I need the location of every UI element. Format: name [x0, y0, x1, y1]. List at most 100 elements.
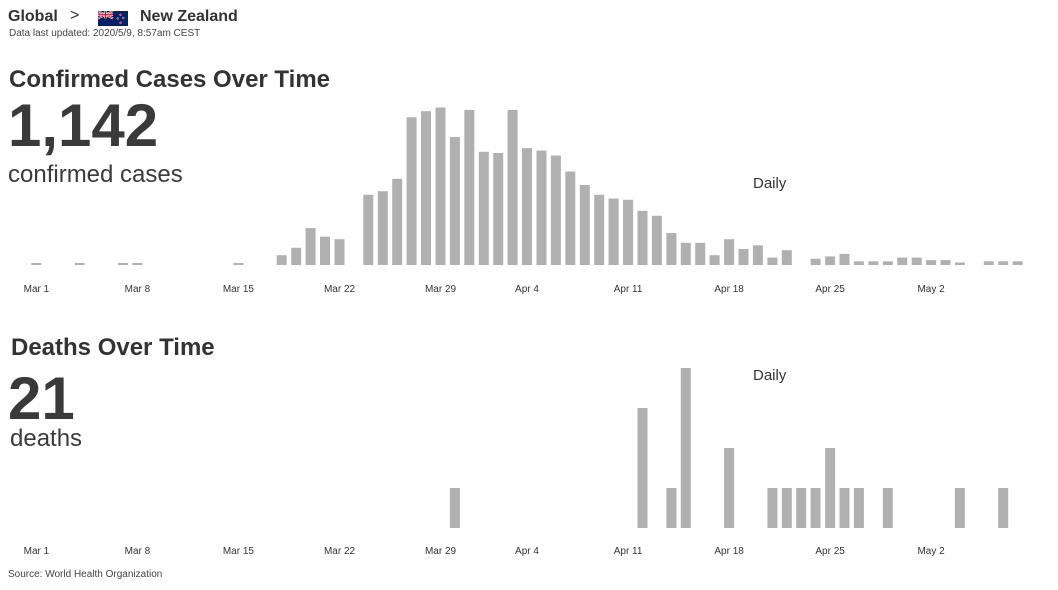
- cases-bar: [132, 263, 143, 265]
- cases-bar: [1012, 261, 1023, 265]
- cases-bar: [709, 255, 720, 265]
- cases-bar: [435, 107, 446, 265]
- cases-bar: [651, 215, 662, 265]
- cases-tick-label: Mar 29: [425, 284, 457, 295]
- cases-tick-label: Apr 18: [714, 284, 744, 295]
- deaths-tick-label: May 2: [917, 546, 945, 557]
- cases-unit-label: confirmed cases: [8, 161, 183, 188]
- cases-bar: [911, 257, 922, 265]
- cases-bar: [276, 255, 287, 265]
- deaths-bar: [449, 488, 460, 528]
- deaths-bar: [998, 488, 1009, 528]
- cases-tick-label: May 2: [917, 284, 945, 295]
- cases-bar: [868, 261, 879, 265]
- deaths-bar: [825, 448, 836, 528]
- cases-bar: [320, 236, 330, 265]
- cases-tick-label: Mar 15: [223, 284, 255, 295]
- cases-bar: [926, 260, 937, 265]
- cases-bar: [666, 233, 677, 265]
- cases-bar: [897, 257, 908, 265]
- cases-bar: [623, 199, 634, 265]
- deaths-daily-toggle[interactable]: Daily: [753, 367, 787, 384]
- cases-bar: [233, 263, 244, 265]
- cases-bar: [464, 109, 475, 266]
- cases-bar: [363, 194, 374, 265]
- cases-bar: [954, 262, 965, 265]
- cases-bar: [522, 148, 532, 265]
- deaths-bar: [680, 368, 691, 528]
- cases-bar-chart: Mar 1 Mar 8 Mar 15 Mar 22 Mar 29 Apr 4 Apr 11 A…: [24, 107, 1023, 295]
- cases-bar: [550, 155, 561, 265]
- cases-bar: [507, 109, 518, 266]
- cases-bar: [608, 198, 619, 265]
- deaths-section-title: Deaths Over Time: [11, 334, 215, 361]
- cases-bar: [392, 178, 403, 265]
- cases-bar: [493, 153, 504, 265]
- breadcrumb-global-link[interactable]: Global: [8, 8, 58, 25]
- deaths-tick-label: Mar 22: [324, 546, 356, 557]
- cases-bar: [449, 137, 460, 265]
- cases-bar: [594, 194, 605, 265]
- deaths-bar: [882, 488, 893, 528]
- cases-tick-label: Mar 8: [125, 284, 151, 295]
- cases-tick-label: Mar 1: [24, 284, 50, 295]
- deaths-tick-label: Mar 15: [223, 546, 255, 557]
- cases-bar: [998, 261, 1009, 265]
- cases-bar: [781, 250, 792, 265]
- cases-bar: [579, 185, 590, 265]
- deaths-bar: [637, 408, 648, 528]
- page-title-country: New Zealand: [140, 8, 238, 25]
- deaths-tick-label: Apr 25: [815, 546, 845, 557]
- cases-section-title: Confirmed Cases Over Time: [9, 66, 331, 93]
- deaths-bar: [781, 488, 792, 528]
- cases-bar: [839, 253, 850, 265]
- cases-bar: [810, 258, 821, 265]
- deaths-bar: [666, 488, 677, 528]
- cases-tick-label: Apr 25: [815, 284, 845, 295]
- cases-tick-label: Apr 4: [515, 284, 539, 295]
- deaths-tick-label: Mar 29: [425, 546, 457, 557]
- cases-bar: [940, 260, 951, 265]
- chevron-right-icon: >: [70, 7, 80, 24]
- cases-bar: [882, 261, 893, 265]
- deaths-bar-chart: Mar 1 Mar 8 Mar 15 Mar 22 Mar 29 Apr 4 Apr 11 A…: [24, 368, 1009, 557]
- deaths-tick-label: Apr 18: [714, 546, 744, 557]
- cases-total: 1,142: [8, 92, 159, 159]
- cases-bar: [853, 261, 864, 265]
- cases-bar: [74, 263, 85, 265]
- cases-bar: [752, 245, 763, 265]
- cases-bar: [680, 242, 691, 265]
- deaths-tick-label: Mar 1: [24, 546, 50, 557]
- cases-bar: [478, 151, 489, 265]
- cases-bar: [983, 261, 994, 265]
- cases-tick-label: Apr 11: [614, 284, 643, 295]
- deaths-bar: [724, 448, 735, 528]
- cases-bar: [421, 111, 431, 265]
- cases-bar: [334, 239, 345, 265]
- deaths-bar: [853, 488, 864, 528]
- cases-bar: [406, 117, 417, 265]
- cases-bar: [738, 249, 749, 265]
- cases-bar: [695, 242, 706, 265]
- deaths-tick-label: Mar 8: [125, 546, 151, 557]
- deaths-bar: [839, 488, 850, 528]
- cases-bar: [118, 263, 128, 265]
- cases-bar: [377, 191, 388, 265]
- cases-bar: [825, 256, 836, 265]
- cases-bar: [565, 171, 576, 265]
- cases-bar: [536, 150, 547, 265]
- cases-bar: [724, 239, 735, 265]
- cases-bar: [305, 228, 316, 265]
- deaths-tick-label: Apr 4: [515, 546, 539, 557]
- cases-bar: [291, 247, 302, 265]
- cases-bar: [31, 263, 42, 265]
- deaths-bar: [796, 488, 807, 528]
- cases-bar: [767, 257, 778, 265]
- deaths-unit-label: deaths: [10, 425, 83, 452]
- cases-daily-toggle[interactable]: Daily: [753, 175, 787, 192]
- new-zealand-flag-icon: [97, 11, 128, 26]
- deaths-bar: [810, 488, 821, 528]
- last-updated-text: Data last updated: 2020/5/9, 8:57am CEST: [9, 28, 201, 39]
- source-text: Source: World Health Organization: [8, 569, 163, 580]
- deaths-bar: [954, 488, 965, 528]
